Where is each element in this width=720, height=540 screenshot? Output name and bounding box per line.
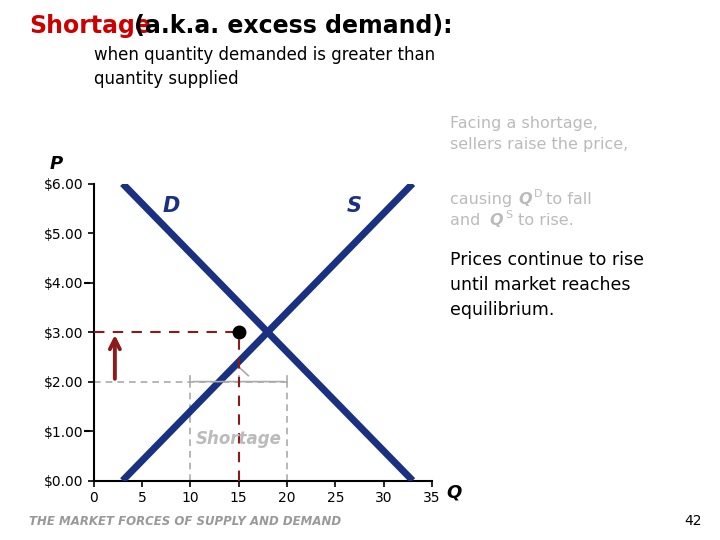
Text: to rise.: to rise. (513, 213, 574, 228)
Text: D: D (534, 189, 543, 199)
Text: when quantity demanded is greater than
quantity supplied: when quantity demanded is greater than q… (94, 46, 435, 88)
Text: S: S (505, 210, 513, 220)
Text: THE MARKET FORCES OF SUPPLY AND DEMAND: THE MARKET FORCES OF SUPPLY AND DEMAND (29, 515, 341, 528)
Text: (a.k.a. excess demand):: (a.k.a. excess demand): (126, 14, 452, 37)
Text: Shortage: Shortage (196, 429, 282, 448)
Text: S: S (347, 196, 362, 216)
Text: Prices continue to rise
until market reaches
equilibrium.: Prices continue to rise until market rea… (450, 251, 644, 319)
Text: Q: Q (446, 484, 462, 502)
Text: and: and (450, 213, 485, 228)
Text: to fall: to fall (541, 192, 592, 207)
Text: causing: causing (450, 192, 517, 207)
Text: D: D (162, 196, 179, 216)
Text: 42: 42 (685, 514, 702, 528)
Text: Facing a shortage,
sellers raise the price,: Facing a shortage, sellers raise the pri… (450, 116, 629, 152)
Text: P: P (50, 155, 63, 173)
Text: Q: Q (518, 192, 532, 207)
Text: Shortage: Shortage (29, 14, 150, 37)
Text: Q: Q (490, 213, 503, 228)
